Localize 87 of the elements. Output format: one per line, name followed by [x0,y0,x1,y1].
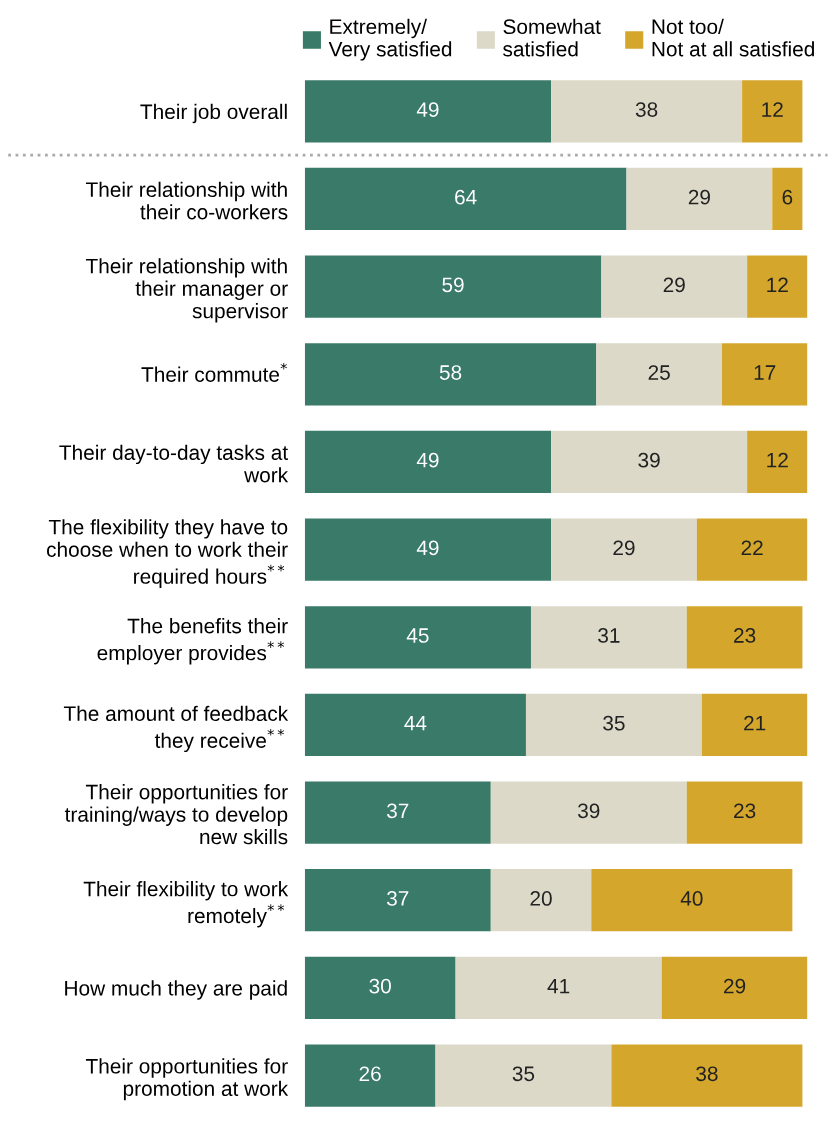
bar [304,518,552,581]
data-label: 38 [635,102,658,117]
data-label: 64 [455,189,477,205]
legend-label: Not too/ Not at all satisfied [652,18,814,57]
y-tick-label: How much they are paid [65,980,287,1000]
data-label: 39 [638,452,660,468]
bar [626,167,773,231]
data-label: 31 [598,628,620,643]
data-label: 45 [406,628,429,643]
data-label: 58 [439,365,462,380]
bar [551,430,748,494]
bar [530,606,687,669]
bar [696,518,808,581]
legend-label: Extremely/ Very satisfied [328,18,452,61]
bar [742,80,803,143]
bar [304,869,491,932]
data-label: 35 [603,715,625,731]
bar [304,606,531,669]
data-label: 49 [416,540,439,556]
bar [721,343,808,406]
bar [686,606,803,669]
bar [661,956,808,1020]
data-label: 29 [663,277,685,293]
bar [551,518,697,581]
data-label: 12 [767,452,788,468]
data-label: 44 [404,715,427,731]
bar [611,1044,803,1107]
y-tick-label: Their opportunities for training/ways to develop new skills [64,784,288,845]
bar [304,343,597,406]
bar [772,167,803,231]
bar [490,781,687,844]
data-label: 35 [512,1066,535,1082]
data-label: 26 [359,1066,381,1082]
data-label: 29 [724,978,746,994]
y-tick-label: Their day-to-day tasks at work [59,444,289,483]
y-tick-label: Their flexibility to work remotely$^{**}$ [83,881,289,928]
bar [435,1044,612,1107]
data-label: 17 [754,365,776,380]
y-tick-label: The amount of feedback they receive$^{**}$ [63,705,289,753]
data-label: 37 [386,891,409,906]
data-label: 30 [369,978,391,994]
y-tick-label: Their commute$^{*}$ [141,362,288,382]
data-label: 29 [613,540,635,556]
bar [304,167,627,231]
bar [490,869,592,932]
data-label: 29 [688,189,710,205]
data-label: 59 [442,277,464,293]
bar [304,781,491,844]
y-tick-label: Their relationship with their manager or supervisor [85,258,288,323]
bar [686,781,803,844]
data-label: 37 [386,803,409,819]
bar [304,1044,436,1107]
y-tick-label: Their job overall [140,103,287,124]
data-label: 38 [696,1066,718,1082]
y-tick-label: The benefits their employer provides$^{**}$ [97,618,288,665]
bar [304,80,552,143]
data-label: 49 [416,452,439,468]
bar [304,430,552,494]
bar [304,956,456,1020]
bar [596,343,722,406]
data-label: 23 [734,628,756,643]
data-label: 12 [762,102,783,117]
data-label: 22 [741,540,763,555]
bar [747,430,808,494]
data-label: 23 [734,803,756,819]
data-label: 39 [577,803,600,819]
bar [601,255,748,318]
legend-label: Somewhat satisfied [503,18,601,57]
data-label: 6 [782,189,793,205]
bar [701,693,808,757]
y-tick-label: Their relationship with their co-workers [85,181,288,220]
bar [455,956,662,1020]
data-label: 12 [767,277,788,293]
data-label: 49 [416,102,439,117]
bar [551,80,743,143]
data-label: 40 [680,891,703,906]
data-label: 25 [648,365,670,380]
bar [747,255,808,318]
bar [304,693,526,757]
bar [525,693,702,757]
data-label: 21 [744,715,766,731]
bar [591,869,793,932]
data-label: 20 [530,891,552,906]
data-label: 41 [547,978,570,994]
y-tick-label: Their opportunities for promotion at work [85,1058,289,1101]
bar [304,255,602,318]
y-tick-label: The flexibility they have to choose when to work their required hours$^{**}$ [46,519,288,588]
